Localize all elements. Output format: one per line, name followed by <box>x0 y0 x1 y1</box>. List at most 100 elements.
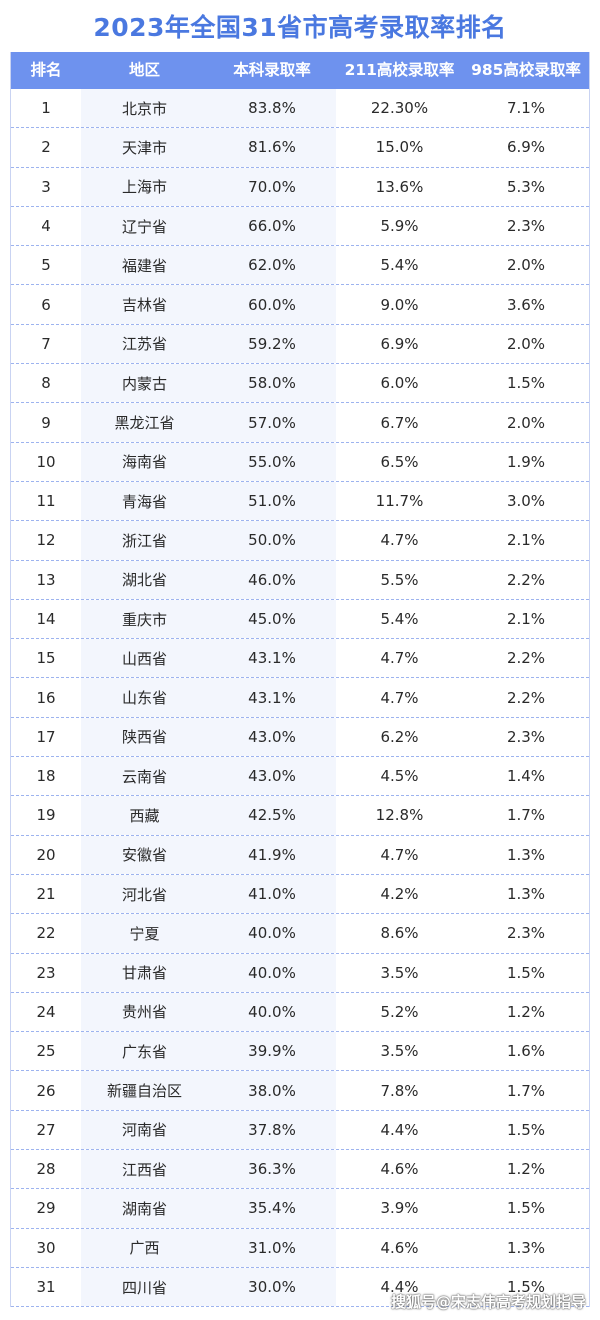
cell-bachelor-rate: 41.9% <box>208 835 336 874</box>
cell-211-rate: 6.9% <box>380 334 419 353</box>
cell-rank: 22 <box>36 924 56 943</box>
cell-rank: 8 <box>41 374 51 393</box>
cell-bachelor-rate: 40.0% <box>208 953 336 992</box>
cell-region: 黑龙江省 <box>81 403 208 442</box>
cell-rank: 29 <box>36 1199 56 1218</box>
cell-211-rate: 22.30% <box>370 99 429 118</box>
cell-region: 河北省 <box>81 874 208 914</box>
cell-211-rate: 3.5% <box>380 963 419 982</box>
cell-985-rate: 2.3% <box>506 924 546 943</box>
cell-211-rate: 6.0% <box>380 374 419 393</box>
cell-region: 宁夏 <box>81 914 208 953</box>
cell-rank: 24 <box>36 1002 56 1021</box>
cell-rank: 21 <box>36 885 56 904</box>
cell-211-rate: 11.7% <box>375 492 424 511</box>
header-region: 地区 <box>128 61 160 79</box>
cell-bachelor-rate: 41.0% <box>208 874 336 914</box>
table-row: 5 福建省 62.0% 5.4% 2.0% <box>11 246 589 286</box>
cell-region: 西藏 <box>81 796 208 835</box>
cell-region: 内蒙古 <box>81 364 208 403</box>
cell-bachelor-rate: 70.0% <box>208 167 336 206</box>
table-row: 7 江苏省 59.2% 6.9% 2.0% <box>11 324 589 365</box>
cell-985-rate: 1.7% <box>506 806 546 825</box>
cell-region: 山西省 <box>81 639 208 678</box>
cell-region: 海南省 <box>81 442 208 481</box>
cell-bachelor-rate: 40.0% <box>208 992 336 1032</box>
table-row: 28 江西省 36.3% 4.6% 1.2% <box>11 1150 589 1190</box>
cell-985-rate: 1.5% <box>506 1199 546 1218</box>
chart-title: 2023年全国31省市高考录取率排名 <box>93 13 507 42</box>
table-row: 4 辽宁省 66.0% 5.9% 2.3% <box>11 206 589 247</box>
cell-211-rate: 5.9% <box>380 217 419 236</box>
cell-985-rate: 2.2% <box>506 688 546 707</box>
cell-985-rate: 1.3% <box>506 1238 546 1257</box>
table-row: 17 陕西省 43.0% 6.2% 2.3% <box>11 717 589 758</box>
cell-rank: 4 <box>41 217 51 236</box>
cell-rank: 15 <box>36 649 56 668</box>
cell-985-rate: 1.9% <box>506 452 546 471</box>
cell-bachelor-rate: 51.0% <box>208 481 336 521</box>
table-row: 19 西藏 42.5% 12.8% 1.7% <box>11 796 589 836</box>
cell-bachelor-rate: 43.1% <box>208 678 336 717</box>
cell-211-rate: 6.2% <box>380 727 419 746</box>
cell-rank: 14 <box>36 610 56 628</box>
cell-bachelor-rate: 45.0% <box>208 599 336 639</box>
table-row: 24 贵州省 40.0% 5.2% 1.2% <box>11 992 589 1033</box>
table-row: 15 山西省 43.1% 4.7% 2.2% <box>11 639 589 679</box>
cell-rank: 30 <box>36 1238 56 1257</box>
cell-bachelor-rate: 55.0% <box>208 442 336 481</box>
cell-rank: 10 <box>36 452 56 471</box>
cell-rank: 20 <box>36 845 56 864</box>
cell-985-rate: 2.0% <box>506 334 546 353</box>
cell-985-rate: 2.3% <box>506 727 546 746</box>
table-row: 30 广西 31.0% 4.6% 1.3% <box>11 1228 589 1268</box>
cell-985-rate: 1.3% <box>506 845 546 864</box>
cell-211-rate: 4.7% <box>380 688 419 707</box>
table-row: 1 北京市 83.8% 22.30% 7.1% <box>11 89 589 129</box>
cell-985-rate: 1.5% <box>506 1278 546 1297</box>
cell-rank: 31 <box>36 1278 56 1297</box>
cell-region: 天津市 <box>81 128 208 167</box>
cell-bachelor-rate: 50.0% <box>208 521 336 560</box>
cell-985-rate: 2.0% <box>506 413 546 432</box>
cell-rank: 16 <box>36 688 56 707</box>
cell-bachelor-rate: 83.8% <box>208 89 336 128</box>
cell-211-rate: 4.7% <box>380 845 419 864</box>
cell-region: 吉林省 <box>81 285 208 324</box>
cell-211-rate: 3.9% <box>380 1199 419 1218</box>
cell-region: 贵州省 <box>81 992 208 1032</box>
table-row: 31 四川省 30.0% 4.4% 1.5% <box>11 1267 589 1308</box>
cell-rank: 26 <box>36 1081 56 1100</box>
cell-region: 广西 <box>81 1228 208 1267</box>
cell-bachelor-rate: 60.0% <box>208 285 336 324</box>
cell-211-rate: 6.5% <box>380 452 419 471</box>
cell-985-rate: 1.3% <box>506 885 546 904</box>
cell-211-rate: 7.8% <box>380 1081 419 1100</box>
cell-rank: 7 <box>41 334 51 353</box>
table-row: 6 吉林省 60.0% 9.0% 3.6% <box>11 285 589 325</box>
cell-rank: 5 <box>41 256 51 275</box>
cell-211-rate: 5.4% <box>380 610 419 628</box>
cell-bachelor-rate: 57.0% <box>208 403 336 442</box>
table-row: 18 云南省 43.0% 4.5% 1.4% <box>11 757 589 797</box>
table-row: 11 青海省 51.0% 11.7% 3.0% <box>11 481 589 522</box>
cell-bachelor-rate: 40.0% <box>208 914 336 953</box>
cell-985-rate: 1.5% <box>506 963 546 982</box>
cell-region: 四川省 <box>81 1267 208 1307</box>
cell-985-rate: 3.6% <box>506 295 546 314</box>
cell-bachelor-rate: 43.1% <box>208 639 336 678</box>
cell-region: 安徽省 <box>81 835 208 874</box>
cell-985-rate: 1.5% <box>506 374 546 393</box>
cell-region: 山东省 <box>81 678 208 717</box>
cell-rank: 6 <box>41 295 51 314</box>
cell-bachelor-rate: 43.0% <box>208 757 336 796</box>
table-row: 20 安徽省 41.9% 4.7% 1.3% <box>11 835 589 875</box>
table-row: 8 内蒙古 58.0% 6.0% 1.5% <box>11 364 589 404</box>
cell-bachelor-rate: 38.0% <box>208 1071 336 1110</box>
cell-rank: 1 <box>41 99 51 118</box>
cell-985-rate: 2.1% <box>506 531 546 550</box>
table-row: 2 天津市 81.6% 15.0% 6.9% <box>11 128 589 168</box>
cell-region: 江苏省 <box>81 324 208 364</box>
data-table: 排名 地区 本科录取率 211高校录取率 985高校录取率 1 北京市 83.8% 22.30… <box>10 52 590 1308</box>
header-rank: 排名 <box>30 61 62 79</box>
